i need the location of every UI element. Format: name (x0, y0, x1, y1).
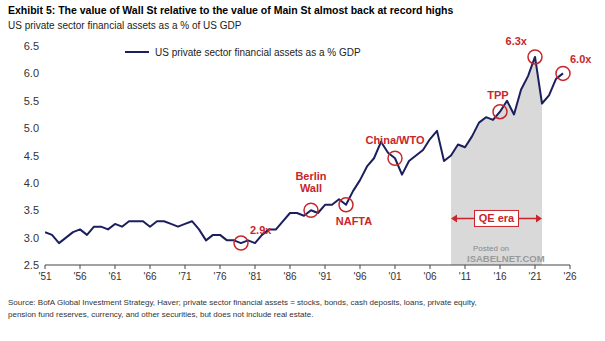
qe-label: QE era (479, 212, 515, 224)
x-tick (115, 265, 116, 269)
x-tick-label: '16 (493, 271, 506, 282)
series-line (45, 57, 563, 243)
annotation-line: Berlin (295, 170, 326, 182)
y-tick (42, 46, 45, 47)
y-tick-label: 4.0 (24, 177, 39, 189)
x-tick-label: '06 (423, 271, 436, 282)
x-tick (220, 265, 221, 269)
x-tick (80, 265, 81, 269)
annotation-circle (528, 50, 542, 64)
y-tick-label: 2.5 (24, 259, 39, 271)
watermark: Posted on (473, 244, 509, 253)
y-tick-label: 6.5 (24, 40, 39, 52)
x-tick (325, 265, 326, 269)
x-tick (465, 265, 466, 269)
y-tick (42, 265, 45, 266)
x-tick (255, 265, 256, 269)
y-tick (42, 73, 45, 74)
annotation-circle (388, 151, 402, 165)
x-tick-label: '56 (73, 271, 86, 282)
x-tick (535, 265, 536, 269)
y-tick-label: 5.5 (24, 95, 39, 107)
x-tick (185, 265, 186, 269)
source-note: Source: BofA Global Investment Strategy,… (8, 298, 477, 307)
x-tick (45, 265, 46, 269)
source-note: pension fund reserves, currency, and oth… (8, 310, 313, 319)
legend-swatch (125, 51, 149, 53)
x-tick-label: '11 (459, 271, 472, 282)
x-tick-label: '96 (353, 271, 366, 282)
annotation-circle (234, 236, 248, 250)
annotation-label: NAFTA (336, 215, 373, 227)
annotation-circle (304, 203, 318, 217)
x-tick-label: '76 (213, 271, 226, 282)
x-tick-label: '51 (38, 271, 51, 282)
x-tick-label: '91 (318, 271, 331, 282)
y-tick-label: 3.0 (24, 232, 39, 244)
annotation-label: China/WTO (365, 134, 425, 146)
qe-arrowhead (536, 214, 542, 222)
legend-label: US private sector financial assets as a … (155, 47, 361, 58)
x-tick-label: '81 (248, 271, 261, 282)
x-tick (395, 265, 396, 269)
x-tick (570, 265, 571, 269)
title: Exhibit 5: The value of Wall St relative… (8, 4, 454, 16)
annotation-label: 2.9x (250, 224, 272, 236)
y-tick-label: 5.0 (24, 122, 39, 134)
x-tick (360, 265, 361, 269)
y-tick-label: 3.5 (24, 204, 39, 216)
x-tick (500, 265, 501, 269)
x-axis (45, 265, 570, 266)
x-tick-label: '86 (283, 271, 296, 282)
plot-area (45, 57, 563, 265)
y-tick (42, 210, 45, 211)
annotation-label: BerlinWall (295, 170, 326, 194)
subtitle: US private sector financial assets as a … (8, 20, 242, 31)
x-tick (290, 265, 291, 269)
annotation-circle (339, 198, 353, 212)
annotation-circle (556, 66, 570, 80)
annotation-label: TPP (487, 89, 508, 101)
y-tick-label: 6.0 (24, 67, 39, 79)
x-tick-label: '71 (178, 271, 191, 282)
x-tick-label: '26 (563, 271, 576, 282)
y-tick (42, 128, 45, 129)
annotation-circle (493, 105, 507, 119)
x-tick (430, 265, 431, 269)
y-tick (42, 155, 45, 156)
chart: Exhibit 5: The value of Wall St relative… (0, 0, 605, 341)
x-tick-label: '66 (143, 271, 156, 282)
annotation-label: 6.3x (506, 35, 528, 47)
watermark: ISABELNET.COM (467, 253, 545, 264)
qe-label-box (475, 210, 519, 226)
y-tick (42, 182, 45, 183)
y-tick (42, 237, 45, 238)
x-tick-label: '21 (528, 271, 541, 282)
y-tick-label: 4.5 (24, 150, 39, 162)
annotation-line: Wall (300, 182, 322, 194)
x-tick (150, 265, 151, 269)
qe-arrowhead (451, 214, 457, 222)
x-tick-label: '01 (388, 271, 401, 282)
x-tick-label: '61 (108, 271, 121, 282)
annotation-label: 6.0x (570, 53, 592, 65)
y-tick (42, 100, 45, 101)
qe-shade (451, 57, 542, 265)
